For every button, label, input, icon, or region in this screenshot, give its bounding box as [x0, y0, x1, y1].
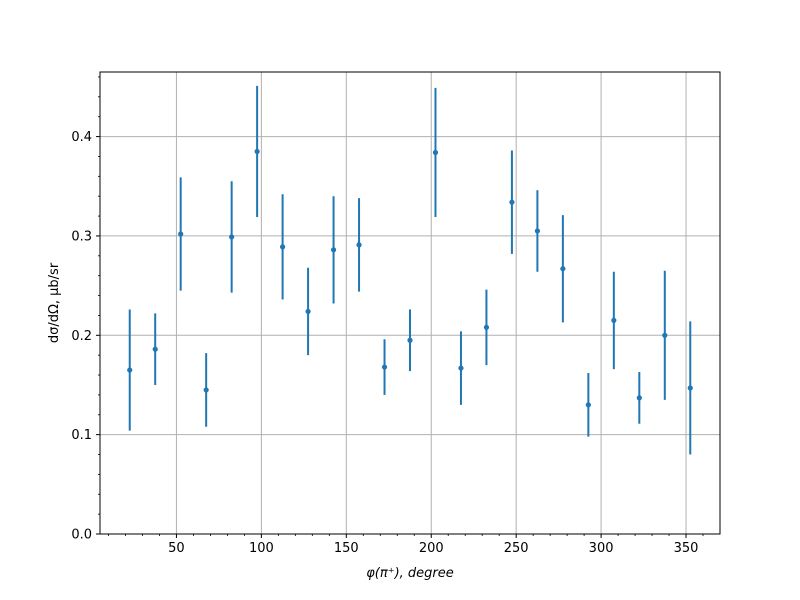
x-tick-label: 100 — [249, 541, 274, 556]
data-point — [636, 395, 642, 401]
x-tick-label: 300 — [589, 541, 614, 556]
data-point — [330, 247, 337, 253]
data-point — [509, 199, 515, 205]
data-point — [305, 308, 311, 315]
data-point — [560, 266, 566, 272]
data-point — [432, 149, 439, 156]
x-axis-label: φ(π⁺), degree — [366, 566, 454, 581]
data-point — [254, 148, 260, 155]
data-point — [585, 402, 591, 408]
data-point — [687, 385, 693, 391]
x-tick-label: 50 — [168, 541, 185, 556]
axis-ticks: 50 100 150 200 250 300 350 0.0 0.1 0.2 0.3 0.4 — [71, 76, 704, 556]
data-series — [127, 85, 693, 455]
data-point — [152, 346, 158, 352]
data-point — [229, 234, 235, 240]
x-tick-label: 250 — [504, 541, 529, 556]
x-tick-label: 150 — [334, 541, 359, 556]
data-point — [280, 244, 286, 250]
data-point — [483, 324, 490, 330]
data-point — [356, 242, 362, 248]
data-point — [458, 365, 464, 371]
data-point — [127, 367, 133, 373]
data-point — [611, 317, 617, 323]
data-point — [203, 387, 209, 393]
data-point — [662, 332, 668, 338]
grid — [100, 72, 720, 535]
y-tick-label: 0.4 — [71, 130, 92, 145]
y-tick-label: 0.3 — [71, 229, 92, 244]
data-point — [178, 231, 184, 237]
plot-frame — [99, 71, 721, 535]
y-tick-label: 0.2 — [71, 329, 92, 344]
y-tick-label: 0.0 — [71, 528, 92, 543]
y-tick-label: 0.1 — [71, 428, 92, 443]
x-tick-label: 350 — [674, 541, 699, 556]
data-point — [534, 228, 540, 234]
data-point — [381, 364, 388, 370]
x-tick-label: 200 — [419, 541, 444, 556]
data-point — [407, 337, 413, 343]
y-axis-label: dσ/dΩ, μb/sr — [47, 262, 62, 343]
